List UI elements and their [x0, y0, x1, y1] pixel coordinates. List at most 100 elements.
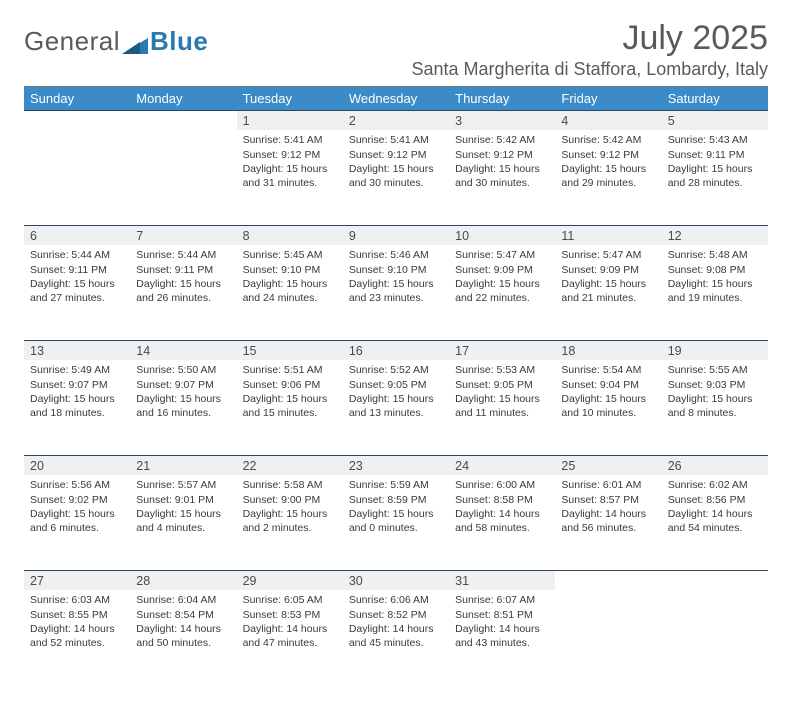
daylight-line2: and 50 minutes. — [136, 636, 230, 650]
daylight-line2: and 26 minutes. — [136, 291, 230, 305]
sunset: Sunset: 9:12 PM — [349, 148, 443, 162]
sunrise: Sunrise: 5:41 AM — [243, 133, 337, 147]
daylight-line1: Daylight: 15 hours — [668, 277, 762, 291]
sunset: Sunset: 9:11 PM — [30, 263, 124, 277]
daylight-line1: Daylight: 14 hours — [561, 507, 655, 521]
daylight-line2: and 28 minutes. — [668, 176, 762, 190]
day-body-cell: Sunrise: 5:43 AMSunset: 9:11 PMDaylight:… — [662, 130, 768, 226]
daylight-line1: Daylight: 15 hours — [136, 392, 230, 406]
sunrise: Sunrise: 5:54 AM — [561, 363, 655, 377]
daylight-line1: Daylight: 15 hours — [455, 277, 549, 291]
daylight-line1: Daylight: 15 hours — [136, 507, 230, 521]
day-number-cell: 12 — [662, 226, 768, 246]
sunrise: Sunrise: 6:05 AM — [243, 593, 337, 607]
sunrise: Sunrise: 5:53 AM — [455, 363, 549, 377]
weekday-header-row: SundayMondayTuesdayWednesdayThursdayFrid… — [24, 87, 768, 111]
sunset: Sunset: 9:08 PM — [668, 263, 762, 277]
day-number-cell — [662, 571, 768, 591]
brand-logo: General Blue — [24, 20, 208, 57]
day-number-cell: 16 — [343, 341, 449, 361]
weekday-header: Sunday — [24, 87, 130, 111]
daylight-line1: Daylight: 15 hours — [30, 392, 124, 406]
day-body-cell: Sunrise: 6:04 AMSunset: 8:54 PMDaylight:… — [130, 590, 236, 685]
day-number-row: 12345 — [24, 111, 768, 131]
daylight-line2: and 56 minutes. — [561, 521, 655, 535]
daylight-line2: and 11 minutes. — [455, 406, 549, 420]
day-number-cell: 7 — [130, 226, 236, 246]
daylight-line2: and 21 minutes. — [561, 291, 655, 305]
day-body-cell: Sunrise: 5:41 AMSunset: 9:12 PMDaylight:… — [343, 130, 449, 226]
day-body-cell: Sunrise: 5:59 AMSunset: 8:59 PMDaylight:… — [343, 475, 449, 571]
day-body-row: Sunrise: 5:41 AM Sunset: 9:12 PM Daylight:… — [24, 130, 768, 226]
daylight-line2: and 4 minutes. — [136, 521, 230, 535]
sunrise: Sunrise: 5:57 AM — [136, 478, 230, 492]
day-number-cell: 14 — [130, 341, 236, 361]
daylight-line1: Daylight: 15 hours — [243, 392, 337, 406]
day-body-cell: Sunrise: 5:47 AMSunset: 9:09 PMDaylight:… — [449, 245, 555, 341]
sunrise: Sunrise: 6:06 AM — [349, 593, 443, 607]
daylight-line2: and 30 minutes. — [349, 176, 443, 190]
sunrise: Sunrise: 5:50 AM — [136, 363, 230, 377]
daylight-line2: and 31 minutes. — [243, 176, 337, 190]
sunset: Sunset: 9:11 PM — [136, 263, 230, 277]
weekday-header: Wednesday — [343, 87, 449, 111]
sunrise: Sunrise: 5:45 AM — [243, 248, 337, 262]
daylight-line2: and 19 minutes. — [668, 291, 762, 305]
daylight-line2: and 52 minutes. — [30, 636, 124, 650]
daylight-line2: and 6 minutes. — [30, 521, 124, 535]
sunrise: Sunrise: 6:00 AM — [455, 478, 549, 492]
sunset: Sunset: 9:05 PM — [349, 378, 443, 392]
sunset: Sunset: 8:53 PM — [243, 608, 337, 622]
weekday-header: Saturday — [662, 87, 768, 111]
day-body-cell: Sunrise: 5:47 AMSunset: 9:09 PMDaylight:… — [555, 245, 661, 341]
day-number-row: 20212223242526 — [24, 456, 768, 476]
day-number-cell: 8 — [237, 226, 343, 246]
day-number-cell: 29 — [237, 571, 343, 591]
sunrise: Sunrise: 5:48 AM — [668, 248, 762, 262]
daylight-line1: Daylight: 15 hours — [30, 277, 124, 291]
daylight-line1: Daylight: 14 hours — [455, 622, 549, 636]
daylight-line1: Daylight: 15 hours — [349, 507, 443, 521]
sunrise: Sunrise: 5:51 AM — [243, 363, 337, 377]
day-number-cell: 22 — [237, 456, 343, 476]
day-number-cell: 15 — [237, 341, 343, 361]
sunset: Sunset: 8:52 PM — [349, 608, 443, 622]
sunrise: Sunrise: 6:02 AM — [668, 478, 762, 492]
day-body-cell: Sunrise: 6:06 AMSunset: 8:52 PMDaylight:… — [343, 590, 449, 685]
day-body-cell: Sunrise: 5:48 AMSunset: 9:08 PMDaylight:… — [662, 245, 768, 341]
day-body-cell: Sunrise: 5:51 AMSunset: 9:06 PMDaylight:… — [237, 360, 343, 456]
sunrise: Sunrise: 5:44 AM — [30, 248, 124, 262]
daylight-line2: and 22 minutes. — [455, 291, 549, 305]
brand-part2: Blue — [150, 26, 208, 56]
sunrise: Sunrise: 5:59 AM — [349, 478, 443, 492]
day-body-row: Sunrise: 5:49 AMSunset: 9:07 PMDaylight:… — [24, 360, 768, 456]
day-body-cell — [555, 590, 661, 685]
daylight-line1: Daylight: 15 hours — [668, 162, 762, 176]
sunset: Sunset: 9:07 PM — [136, 378, 230, 392]
sunrise: Sunrise: 5:47 AM — [561, 248, 655, 262]
daylight-line2: and 29 minutes. — [561, 176, 655, 190]
day-number-cell — [24, 111, 130, 131]
day-body-cell: Sunrise: 5:55 AMSunset: 9:03 PMDaylight:… — [662, 360, 768, 456]
day-number-cell: 4 — [555, 111, 661, 131]
day-number-cell: 26 — [662, 456, 768, 476]
day-number-cell — [555, 571, 661, 591]
day-body-cell: Sunrise: 5:46 AMSunset: 9:10 PMDaylight:… — [343, 245, 449, 341]
daylight-line2: and 27 minutes. — [30, 291, 124, 305]
day-body-cell: Sunrise: 6:00 AMSunset: 8:58 PMDaylight:… — [449, 475, 555, 571]
sunset: Sunset: 9:10 PM — [349, 263, 443, 277]
weekday-header: Tuesday — [237, 87, 343, 111]
daylight-line2: and 16 minutes. — [136, 406, 230, 420]
daylight-line2: and 2 minutes. — [243, 521, 337, 535]
sunrise: Sunrise: 5:46 AM — [349, 248, 443, 262]
day-number-cell: 5 — [662, 111, 768, 131]
day-number-cell: 10 — [449, 226, 555, 246]
daylight-line1: Daylight: 15 hours — [561, 277, 655, 291]
day-number-cell: 25 — [555, 456, 661, 476]
sunrise: Sunrise: 5:58 AM — [243, 478, 337, 492]
daylight-line1: Daylight: 14 hours — [668, 507, 762, 521]
sunset: Sunset: 9:12 PM — [561, 148, 655, 162]
day-body-cell: Sunrise: 5:44 AMSunset: 9:11 PMDaylight:… — [130, 245, 236, 341]
sunrise: Sunrise: 6:03 AM — [30, 593, 124, 607]
calendar-page: General Blue July 2025 Santa Margherita … — [0, 0, 792, 705]
